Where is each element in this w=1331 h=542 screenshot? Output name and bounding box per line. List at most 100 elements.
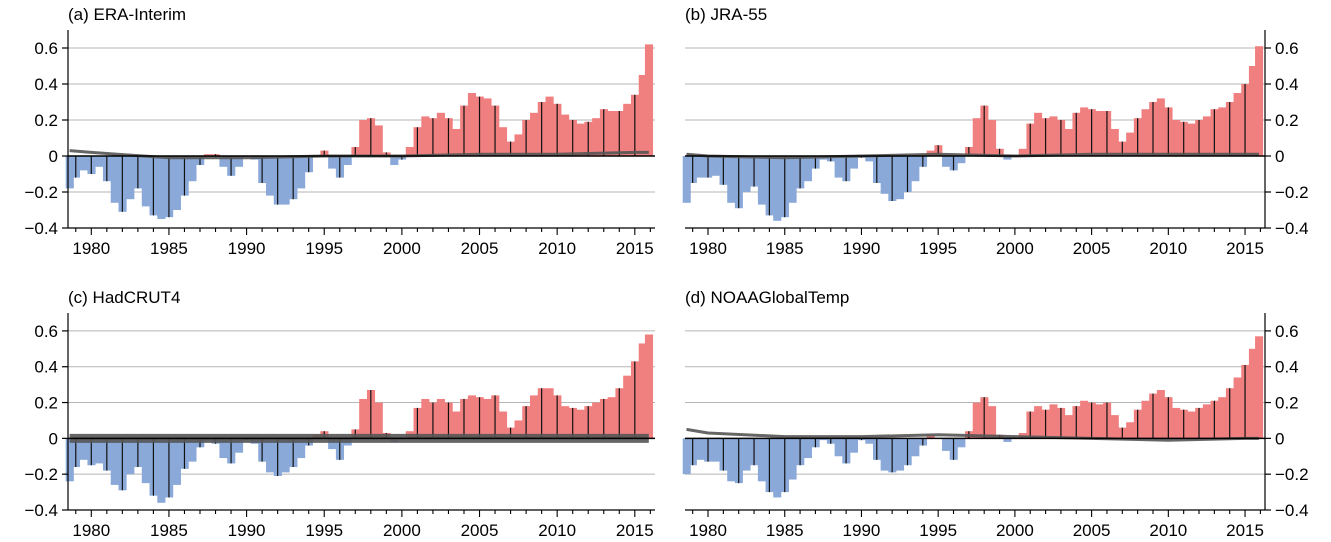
anomaly-bar xyxy=(1248,66,1257,156)
anomaly-bar xyxy=(421,398,430,439)
anomaly-bar xyxy=(436,398,445,439)
x-tick-label: 2015 xyxy=(1226,239,1264,258)
anomaly-bar xyxy=(126,438,135,475)
anomaly-bar xyxy=(297,438,306,459)
anomaly-bar xyxy=(742,156,751,192)
anomaly-bar xyxy=(788,156,797,203)
anomaly-bar xyxy=(374,125,383,156)
anomaly-bar xyxy=(172,156,181,210)
anomaly-bar xyxy=(638,75,647,156)
y-tick-label: 0.6 xyxy=(1275,322,1299,341)
anomaly-bar xyxy=(452,411,461,439)
anomaly-bar xyxy=(1187,411,1196,439)
anomaly-bar xyxy=(1095,111,1104,156)
x-tick-label: 2005 xyxy=(1073,239,1111,258)
anomaly-bar xyxy=(1218,107,1227,156)
y-tick-label: 0.4 xyxy=(34,358,58,377)
anomaly-bar xyxy=(819,438,828,441)
anomaly-bar xyxy=(803,156,812,182)
x-tick-label: 1985 xyxy=(150,239,188,258)
anomaly-bar xyxy=(281,438,290,473)
anomaly-bar xyxy=(343,156,352,165)
anomaly-bar xyxy=(1110,415,1119,439)
anomaly-bar xyxy=(1156,390,1165,439)
x-tick-label: 2015 xyxy=(1226,521,1264,540)
anomaly-bar xyxy=(696,156,705,178)
x-tick-label: 2000 xyxy=(996,521,1034,540)
y-tick-label: 0.4 xyxy=(34,75,58,94)
anomaly-bar xyxy=(757,438,766,482)
y-tick-label: −0.2 xyxy=(24,465,58,484)
anomaly-bar xyxy=(592,118,601,156)
y-tick-label: 0 xyxy=(49,147,58,166)
anomaly-bar xyxy=(911,438,920,457)
y-tick-label: 0.2 xyxy=(1275,111,1299,130)
anomaly-bar xyxy=(65,156,74,189)
anomaly-bar xyxy=(1064,415,1073,439)
anomaly-bar xyxy=(514,420,523,439)
anomaly-bar xyxy=(849,156,858,169)
anomaly-bar xyxy=(1126,132,1135,156)
panel-title: (c) HadCRUT4 xyxy=(68,288,180,307)
anomaly-bar xyxy=(1172,120,1181,156)
anomaly-bar xyxy=(638,343,647,439)
anomaly-bar xyxy=(1003,156,1012,160)
anomaly-bar xyxy=(172,438,181,485)
x-tick-label: 2000 xyxy=(383,239,421,258)
anomaly-bar xyxy=(1248,348,1257,439)
anomaly-bar xyxy=(436,112,445,156)
x-tick-label: 1985 xyxy=(766,239,804,258)
anomaly-bar xyxy=(359,120,368,156)
x-tick-label: 1995 xyxy=(919,521,957,540)
anomaly-bar xyxy=(1233,93,1242,156)
anomaly-bar xyxy=(498,127,508,156)
anomaly-bar xyxy=(421,116,430,156)
anomaly-bar xyxy=(1255,336,1264,439)
x-tick-label: 2000 xyxy=(383,521,421,540)
x-tick-label: 2010 xyxy=(538,521,576,540)
anomaly-bar xyxy=(644,334,654,439)
anomaly-bar xyxy=(1218,397,1227,439)
anomaly-bar xyxy=(727,438,736,482)
anomaly-bar xyxy=(1034,112,1043,156)
anomaly-bar xyxy=(219,438,228,459)
anomaly-bar xyxy=(219,156,228,167)
anomaly-bar xyxy=(1080,107,1089,156)
anomaly-bar xyxy=(1110,129,1119,156)
x-tick-label: 2005 xyxy=(461,521,499,540)
anomaly-bar xyxy=(773,438,782,498)
x-tick-label: 1985 xyxy=(766,521,804,540)
y-tick-label: 0.2 xyxy=(34,111,58,130)
x-tick-label: 2000 xyxy=(996,239,1034,258)
y-tick-label: −0.4 xyxy=(24,219,58,238)
panel-a: −0.4 −0.2 0 0.2 0.4 0.6 1980 1985 1990 1995 2000 20… xyxy=(24,5,655,258)
anomaly-bar xyxy=(1202,116,1211,156)
anomaly-bar xyxy=(576,409,585,439)
panel-c: −0.4 −0.2 0 0.2 0.4 0.6 1980 1985 1990 1995 2000 20… xyxy=(24,288,655,540)
anomaly-bar xyxy=(865,438,874,444)
anomaly-bar xyxy=(141,156,150,207)
anomaly-bar xyxy=(1255,46,1264,157)
x-tick-label: 1995 xyxy=(919,239,957,258)
y-tick-label: −0.2 xyxy=(1275,465,1309,484)
y-tick-label: 0 xyxy=(1275,147,1284,166)
anomaly-bar xyxy=(1126,422,1135,439)
anomaly-bar xyxy=(711,156,720,176)
anomaly-bar xyxy=(188,156,197,182)
y-tick-label: −0.4 xyxy=(1275,501,1309,520)
anomaly-bar xyxy=(1141,109,1150,156)
anomaly-bar xyxy=(896,156,905,200)
y-tick-label: 0 xyxy=(49,429,58,448)
anomaly-bar xyxy=(972,402,981,439)
anomaly-bar xyxy=(592,402,601,439)
x-tick-label: 1990 xyxy=(228,239,266,258)
anomaly-bar xyxy=(926,434,935,439)
anomaly-bar xyxy=(1156,98,1165,156)
y-tick-label: −0.2 xyxy=(24,183,58,202)
y-tick-label: −0.4 xyxy=(24,501,58,520)
anomaly-bar xyxy=(834,156,843,178)
x-tick-label: 1980 xyxy=(72,521,110,540)
spread-band xyxy=(686,427,1259,442)
anomaly-bar xyxy=(1049,116,1058,156)
x-tick-label: 2005 xyxy=(1073,521,1111,540)
